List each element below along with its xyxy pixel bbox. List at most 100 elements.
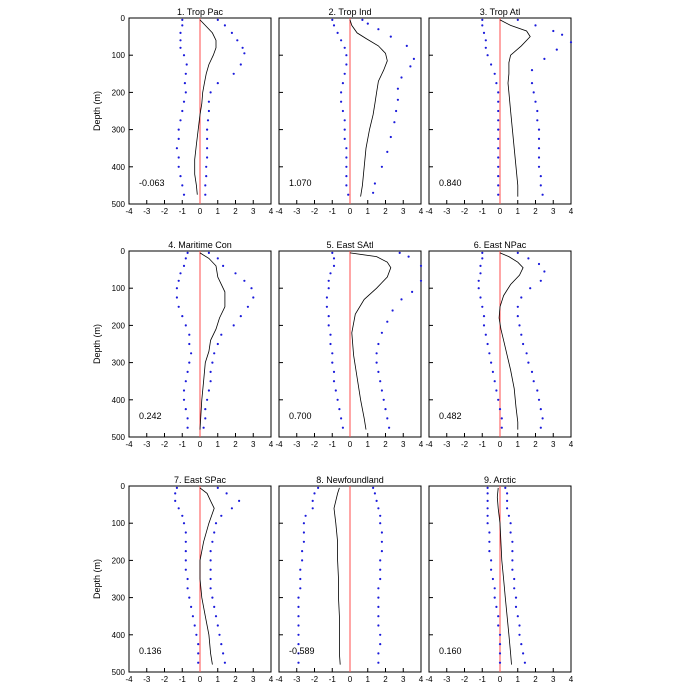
bound-dot bbox=[340, 417, 343, 420]
y-axis-label: Depth (m) bbox=[92, 324, 102, 364]
bound-dot bbox=[182, 100, 186, 103]
bound-dot bbox=[537, 128, 541, 131]
bound-dot bbox=[252, 296, 255, 299]
bound-dot bbox=[491, 577, 494, 581]
x-tick-label: 1 bbox=[216, 440, 221, 449]
panel-title: 3. Trop Atl bbox=[480, 7, 521, 17]
bound-dot bbox=[301, 559, 304, 562]
bound-dot bbox=[223, 24, 226, 27]
bound-dot bbox=[530, 69, 534, 72]
bound-dot bbox=[375, 352, 378, 355]
bound-dot bbox=[377, 507, 380, 510]
mean-profile-line bbox=[333, 487, 341, 665]
bound-dot bbox=[214, 522, 218, 525]
bound-dot bbox=[297, 652, 300, 655]
bound-dot bbox=[332, 24, 336, 27]
x-tick-label: -3 bbox=[293, 207, 301, 216]
x-tick-label: -4 bbox=[125, 207, 133, 216]
bound-dot bbox=[197, 652, 200, 655]
x-tick-label: 0 bbox=[348, 207, 353, 216]
bound-dot bbox=[511, 540, 514, 543]
bound-dot bbox=[239, 315, 242, 318]
bound-dot bbox=[211, 361, 214, 364]
bound-dot bbox=[317, 486, 320, 489]
bound-dot bbox=[216, 486, 219, 489]
bound-dot bbox=[514, 596, 518, 599]
bound-dot bbox=[184, 380, 187, 383]
panel-annotation: 0.700 bbox=[289, 411, 312, 421]
bound-dot bbox=[497, 398, 500, 401]
bound-dot bbox=[569, 41, 573, 44]
panel-title: 5. East SAtl bbox=[326, 240, 373, 250]
bound-dot bbox=[506, 499, 509, 502]
x-tick-label: 0 bbox=[498, 675, 503, 684]
x-tick-label: 1 bbox=[216, 207, 221, 216]
bound-dot bbox=[486, 507, 489, 510]
x-tick-label: 4 bbox=[419, 675, 424, 684]
bound-dot bbox=[477, 279, 480, 282]
x-tick-label: 0 bbox=[348, 675, 353, 684]
bound-dot bbox=[493, 72, 496, 75]
bound-dot bbox=[209, 587, 212, 590]
bound-dot bbox=[179, 175, 182, 178]
bound-dot bbox=[299, 568, 302, 571]
bound-dot bbox=[216, 257, 219, 260]
bound-dot bbox=[379, 522, 382, 525]
x-tick-label: 0 bbox=[198, 207, 203, 216]
bound-dot bbox=[479, 264, 482, 267]
y-tick-label: 200 bbox=[112, 321, 126, 330]
bound-dot bbox=[246, 305, 249, 308]
bound-dot bbox=[177, 137, 180, 140]
bound-dot bbox=[327, 279, 330, 282]
bound-dot bbox=[327, 324, 330, 327]
x-tick-label: -2 bbox=[161, 440, 169, 449]
bound-dot bbox=[182, 193, 186, 196]
panel-annotation: 0.160 bbox=[439, 646, 462, 656]
panel-1: 1. Trop Pac -4 -3 -2 -1 0 1 2 3 4 0 100 200 300 400 500… bbox=[92, 7, 274, 216]
bound-dot bbox=[514, 605, 518, 609]
panel-annotation: -0.589 bbox=[289, 646, 315, 656]
x-tick-label: -3 bbox=[443, 207, 451, 216]
bound-dot bbox=[222, 652, 225, 655]
x-tick-label: 4 bbox=[419, 440, 424, 449]
panel-6: 6. East NPac -4 -3 -2 -1 0 1 2 3 4 0.482 bbox=[425, 240, 573, 449]
bound-dot bbox=[529, 287, 532, 290]
bound-dot bbox=[389, 135, 392, 139]
x-tick-label: -4 bbox=[125, 440, 133, 449]
bound-dot bbox=[341, 426, 344, 429]
bound-dot bbox=[516, 615, 519, 618]
bound-dot bbox=[181, 18, 184, 21]
bound-dot bbox=[486, 492, 489, 495]
bound-dot bbox=[186, 417, 189, 420]
bound-dot bbox=[498, 652, 502, 655]
bound-dot bbox=[213, 531, 216, 534]
bound-dot bbox=[388, 426, 391, 429]
bound-dot bbox=[193, 624, 196, 627]
x-tick-label: -2 bbox=[311, 440, 319, 449]
bound-dot bbox=[230, 507, 233, 510]
x-tick-label: 2 bbox=[233, 207, 238, 216]
panel-title: 6. East NPac bbox=[474, 240, 527, 250]
bound-dot bbox=[377, 661, 380, 664]
bound-dot bbox=[520, 333, 523, 336]
bound-dot bbox=[336, 398, 339, 401]
bound-dot bbox=[495, 82, 498, 85]
bound-dot bbox=[391, 309, 394, 312]
bound-dot bbox=[407, 255, 410, 258]
bound-dot bbox=[481, 24, 484, 27]
bound-dot bbox=[377, 370, 380, 373]
bound-dot bbox=[232, 324, 235, 327]
bound-dot bbox=[222, 264, 225, 267]
bound-dot bbox=[188, 333, 191, 336]
mean-profile-line bbox=[199, 252, 226, 430]
x-tick-label: -1 bbox=[329, 675, 337, 684]
bound-dot bbox=[380, 389, 383, 392]
bound-dot bbox=[518, 633, 521, 636]
bound-dot bbox=[174, 492, 177, 495]
bound-dot bbox=[543, 57, 546, 61]
bound-dot bbox=[213, 605, 216, 609]
bound-dot bbox=[379, 643, 382, 646]
x-tick-label: 3 bbox=[251, 440, 256, 449]
bound-dot bbox=[331, 251, 334, 254]
y-tick-label: 0 bbox=[121, 14, 126, 23]
